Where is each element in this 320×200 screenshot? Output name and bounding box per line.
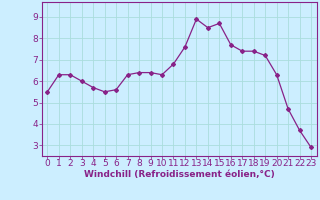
X-axis label: Windchill (Refroidissement éolien,°C): Windchill (Refroidissement éolien,°C) bbox=[84, 170, 275, 179]
